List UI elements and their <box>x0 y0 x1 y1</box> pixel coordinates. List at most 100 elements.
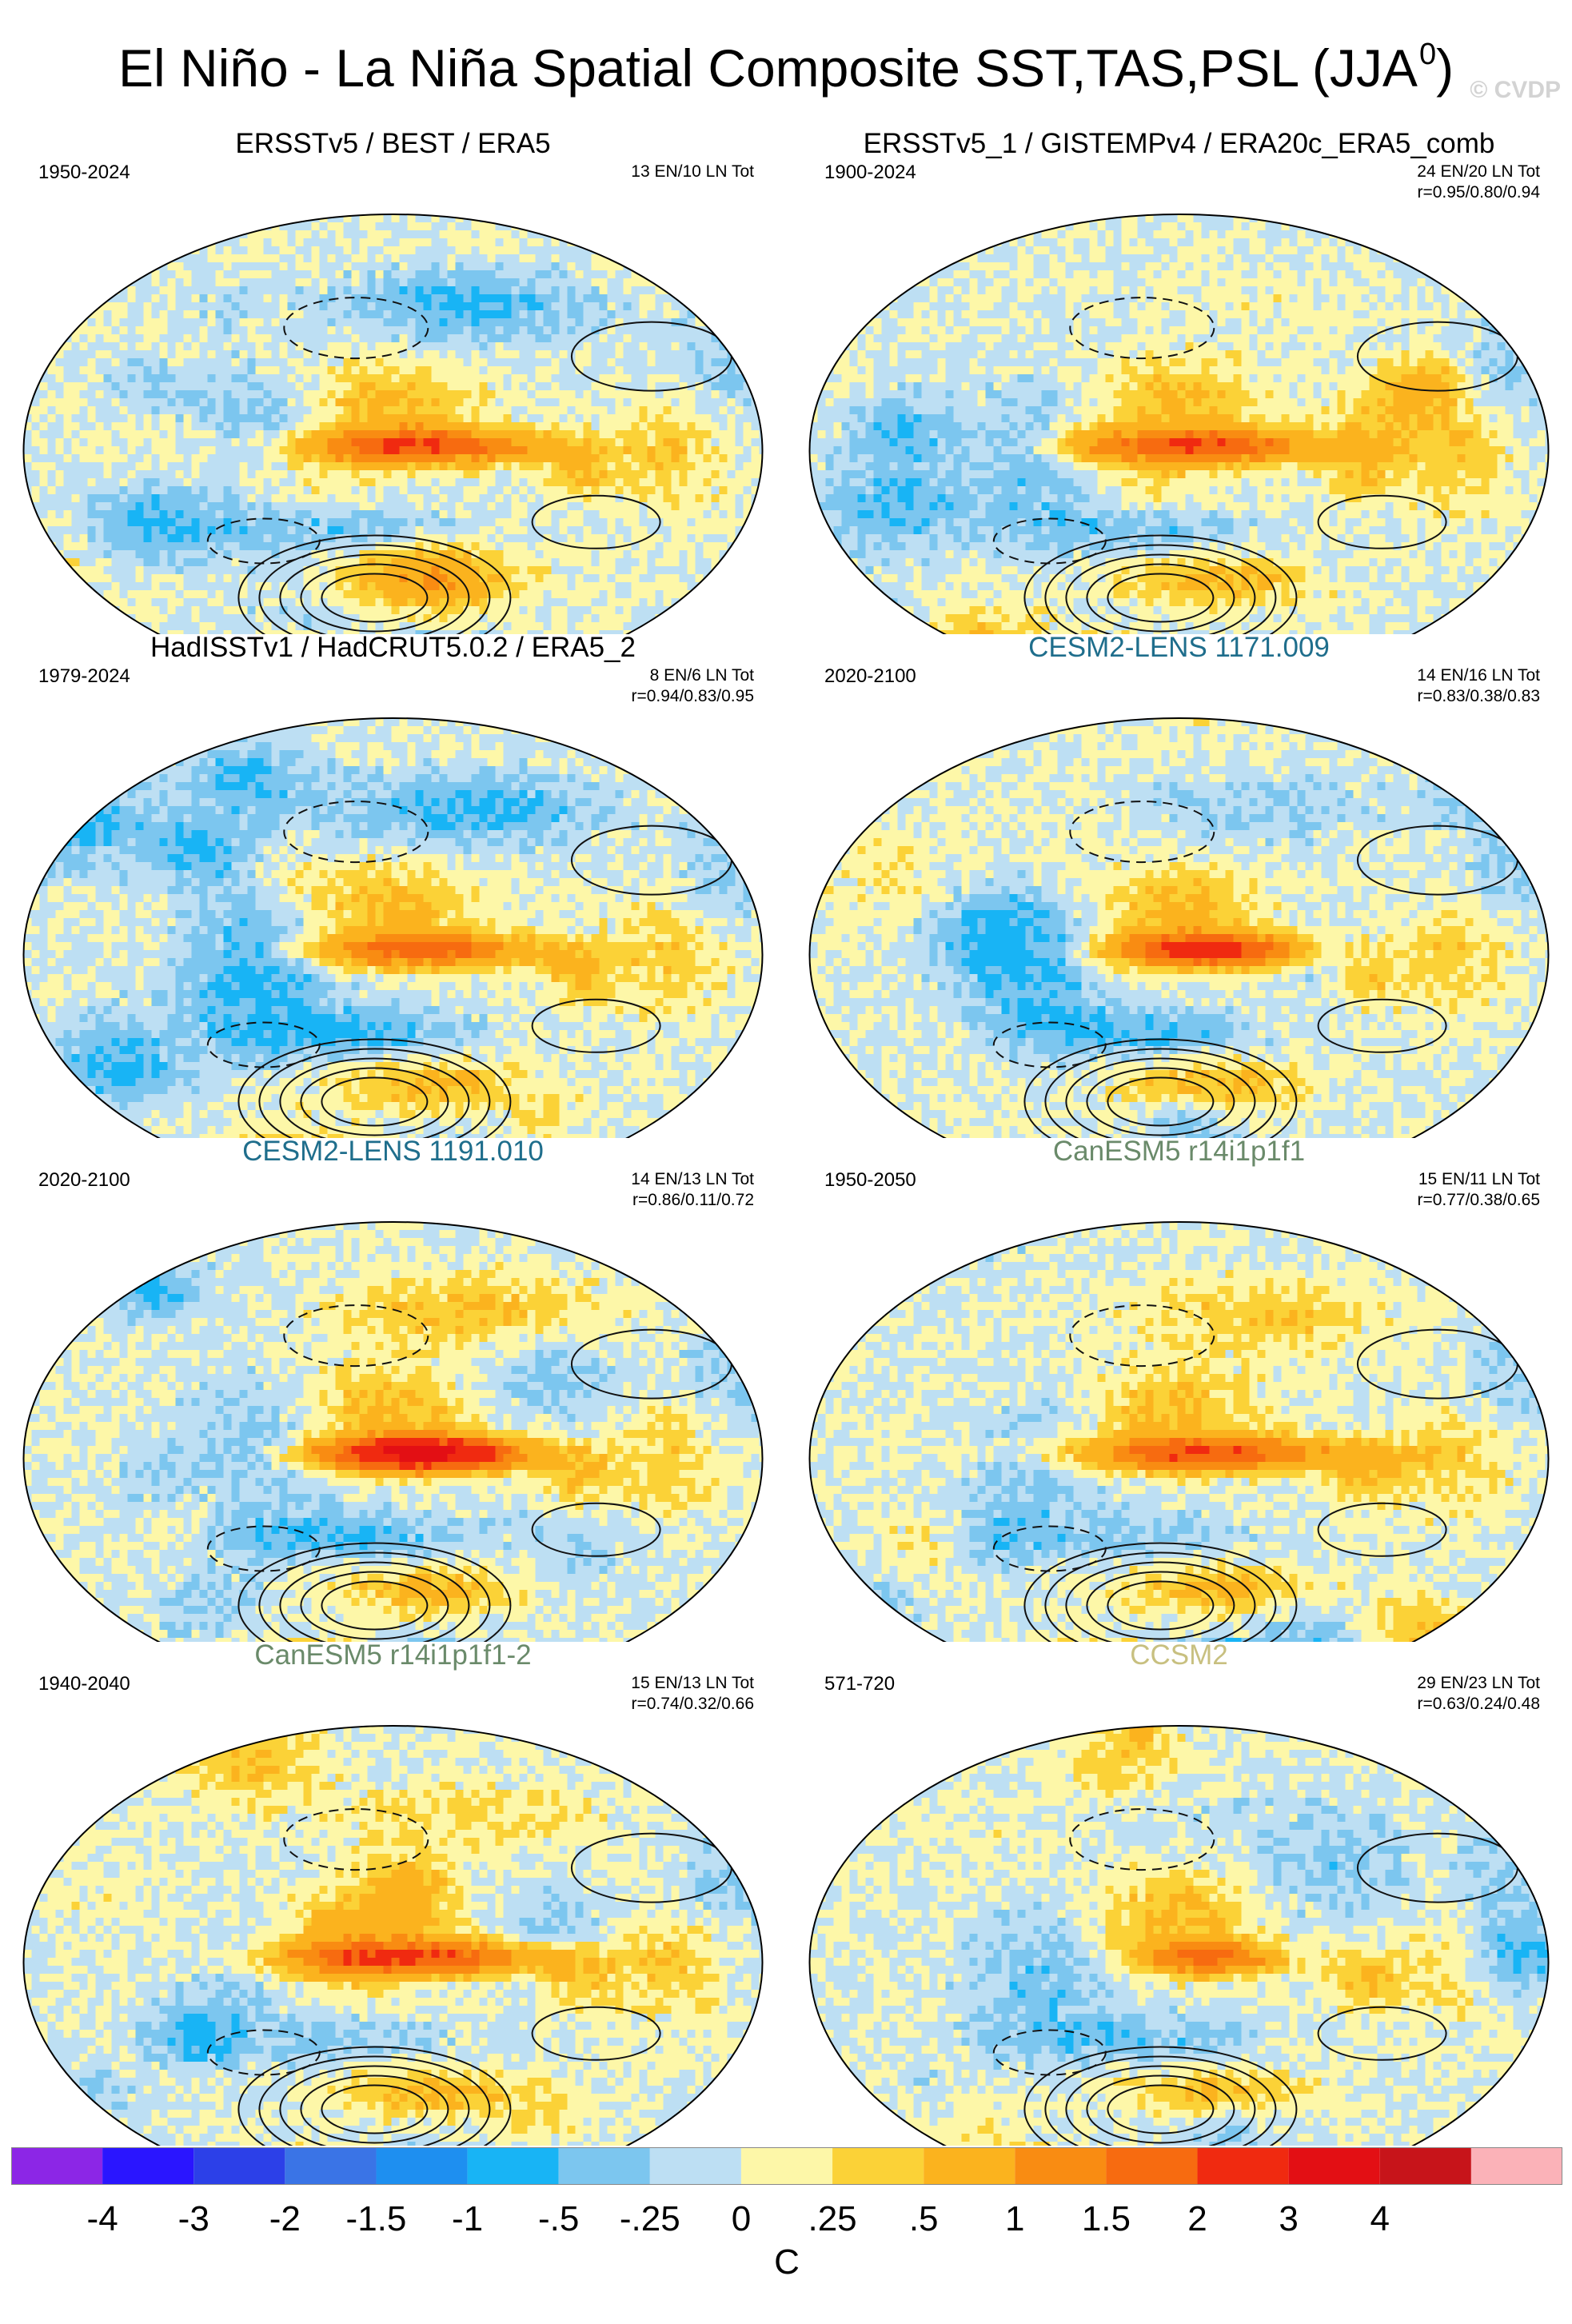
panel-years: 2020-2100 <box>38 1169 130 1192</box>
sst-anomaly-field <box>23 718 763 1138</box>
map-border <box>22 717 764 1138</box>
main-title-superscript: 0 <box>1419 38 1436 71</box>
sst-anomaly-field <box>809 1222 1549 1642</box>
panel-years: 571-720 <box>824 1673 895 1695</box>
map-plot <box>808 1221 1550 1642</box>
colorbar-swatch <box>1015 2147 1107 2184</box>
colorbar-swatch <box>1379 2147 1471 2184</box>
psl-contours <box>206 1808 732 2146</box>
psl-contours <box>992 1808 1518 2146</box>
sst-anomaly-field <box>23 1222 763 1642</box>
panel-correlation: r=0.94/0.83/0.95 <box>631 686 754 707</box>
psl-contours <box>206 297 732 634</box>
colorbar-swatch <box>924 2147 1015 2184</box>
main-title: El Niño - La Niña Spatial Composite SST,… <box>0 22 1572 100</box>
sst-anomaly-field <box>23 214 763 634</box>
panel-title: ERSSTv5 / BEST / ERA5 <box>0 126 786 162</box>
map-border <box>808 1725 1550 2146</box>
map-panel-6: CanESM5 r14i1p1f1 1950-2050 15 EN/11 LN … <box>786 1134 1572 1642</box>
panel-counts: 14 EN/16 LN Tot <box>1417 665 1540 686</box>
colorbar-swatch <box>467 2147 559 2184</box>
panel-correlation: r=0.95/0.80/0.94 <box>1417 182 1540 203</box>
panel-title: CanESM5 r14i1p1f1-2 <box>0 1638 786 1673</box>
panel-title: CESM2-LENS 1171.009 <box>786 630 1572 665</box>
panel-years: 1950-2050 <box>824 1169 916 1192</box>
colorbar-tick-label: 1.5 <box>1082 2199 1131 2238</box>
map-border <box>808 717 1550 1138</box>
panel-correlation: r=0.63/0.24/0.48 <box>1417 1694 1540 1715</box>
map-plot <box>808 214 1550 634</box>
main-title-text: El Niño - La Niña Spatial Composite SST,… <box>118 38 1418 98</box>
panel-years: 1900-2024 <box>824 162 916 184</box>
colorbar-tick-label: 0 <box>732 2199 751 2238</box>
colorbar-swatch <box>285 2147 377 2184</box>
sst-anomaly-field <box>23 1726 763 2146</box>
map-plot <box>22 1221 764 1642</box>
colorbar-tick-label: -1.5 <box>346 2199 407 2238</box>
map-panel-1: ERSSTv5 / BEST / ERA5 1950-2024 13 EN/10… <box>0 126 786 634</box>
colorbar-swatch <box>376 2147 468 2184</box>
map-panel-7: CanESM5 r14i1p1f1-2 1940-2040 15 EN/13 L… <box>0 1638 786 2146</box>
map-plot <box>808 717 1550 1138</box>
colorbar-swatch <box>740 2147 833 2184</box>
panel-years: 2020-2100 <box>824 665 916 688</box>
colorbar-units: C <box>774 2242 800 2282</box>
main-title-close: ) <box>1436 38 1454 98</box>
colorbar-tick-label: -2 <box>269 2199 301 2238</box>
map-border <box>22 1725 764 2146</box>
map-plot <box>22 1725 764 2146</box>
panel-years: 1940-2040 <box>38 1673 130 1695</box>
panel-correlation: r=0.86/0.11/0.72 <box>632 1190 754 1211</box>
colorbar-swatch <box>1288 2147 1380 2184</box>
panel-title: CESM2-LENS 1191.010 <box>0 1134 786 1169</box>
colorbar-swatch <box>1470 2147 1562 2184</box>
colorbar-tick-label: .5 <box>909 2199 939 2238</box>
panel-title: CanESM5 r14i1p1f1 <box>786 1134 1572 1169</box>
colorbar-swatch <box>1197 2147 1289 2184</box>
colorbar-tick-label: .25 <box>808 2199 856 2238</box>
map-border <box>808 1221 1550 1642</box>
panel-counts: 13 EN/10 LN Tot <box>631 162 754 182</box>
panel-counts: 15 EN/11 LN Tot <box>1418 1169 1540 1190</box>
colorbar-swatch <box>102 2147 194 2184</box>
map-border <box>22 1221 764 1642</box>
sst-anomaly-field <box>809 1726 1549 2146</box>
colorbar-tick-label: -3 <box>178 2199 209 2238</box>
map-panel-4: CESM2-LENS 1171.009 2020-2100 14 EN/16 L… <box>786 630 1572 1138</box>
map-border <box>22 214 764 634</box>
cvdp-watermark: © CVDP <box>1470 77 1561 104</box>
colorbar-swatch <box>558 2147 650 2184</box>
panel-counts: 29 EN/23 LN Tot <box>1417 1673 1540 1694</box>
sst-anomaly-field <box>809 214 1549 634</box>
colorbar-tick-label: -4 <box>87 2199 118 2238</box>
psl-contours <box>206 1304 732 1642</box>
colorbar-frame <box>11 2147 1562 2185</box>
panel-title: CCSM2 <box>786 1638 1572 1673</box>
colorbar-tick-label: 2 <box>1187 2199 1207 2238</box>
panel-counts: 15 EN/13 LN Tot <box>631 1673 754 1694</box>
map-plot <box>22 214 764 634</box>
colorbar-swatch <box>194 2147 285 2184</box>
colorbar-tick-label: 1 <box>1005 2199 1024 2238</box>
colorbar-tick-label: -1 <box>452 2199 483 2238</box>
panel-correlation: r=0.83/0.38/0.83 <box>1417 686 1540 707</box>
colorbar-swatch <box>1106 2147 1198 2184</box>
colorbar-tick-label: -.25 <box>620 2199 680 2238</box>
panel-correlation: r=0.77/0.38/0.65 <box>1417 1190 1540 1211</box>
panel-years: 1950-2024 <box>38 162 130 184</box>
panel-correlation: r=0.74/0.32/0.66 <box>631 1694 754 1715</box>
panel-years: 1979-2024 <box>38 665 130 688</box>
sst-anomaly-field <box>809 718 1549 1138</box>
panel-title: ERSSTv5_1 / GISTEMPv4 / ERA20c_ERA5_comb <box>786 126 1572 162</box>
psl-contours <box>992 801 1518 1138</box>
map-panel-3: HadISSTv1 / HadCRUT5.0.2 / ERA5_2 1979-2… <box>0 630 786 1138</box>
map-border <box>808 214 1550 634</box>
panel-counts: 8 EN/6 LN Tot <box>650 665 754 686</box>
colorbar-tick-label: 4 <box>1371 2199 1390 2238</box>
colorbar-swatch <box>832 2147 924 2184</box>
colorbar: -4 -3 -2 -1.5 -1 -.5 -.25 0 .25 .5 1 1.5 2 3 4 C <box>11 2147 1562 2282</box>
panel-counts: 14 EN/13 LN Tot <box>631 1169 754 1190</box>
colorbar-tick-label: 3 <box>1279 2199 1298 2238</box>
panel-title: HadISSTv1 / HadCRUT5.0.2 / ERA5_2 <box>0 630 786 665</box>
map-plot <box>808 1725 1550 2146</box>
